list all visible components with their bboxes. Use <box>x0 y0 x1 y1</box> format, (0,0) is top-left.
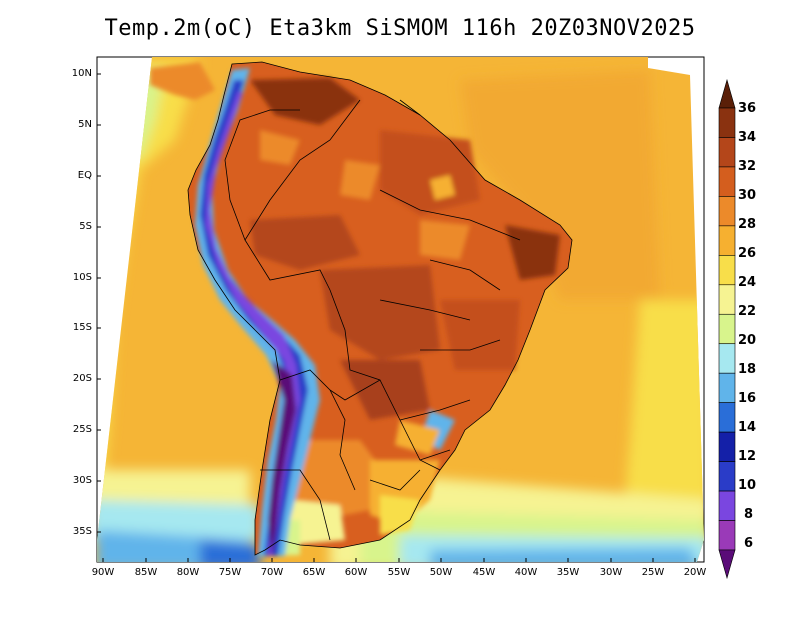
colorbar-segment <box>718 461 736 492</box>
lat-label-10s: 10S <box>72 272 92 283</box>
lon-label-35w: 35W <box>556 567 580 578</box>
axis-ticks <box>97 73 696 562</box>
lat-label-20s: 20S <box>72 373 92 384</box>
colorbar <box>718 78 736 580</box>
lon-label-40w: 40W <box>514 567 538 578</box>
colorbar-label-36: 36 <box>738 101 757 116</box>
lon-label-50w: 50W <box>429 567 453 578</box>
lon-label-90w: 90W <box>91 567 115 578</box>
colorbar-label-28: 28 <box>738 217 757 232</box>
temperature-field <box>97 57 704 562</box>
colorbar-label-22: 22 <box>738 304 757 319</box>
colorbar-segment <box>718 490 736 521</box>
colorbar-segment <box>718 313 736 345</box>
temperature-details <box>150 62 560 556</box>
border-segment <box>224 109 300 241</box>
lon-label-45w: 45W <box>472 567 496 578</box>
brazil-border <box>244 99 441 471</box>
lat-label-25s: 25S <box>72 424 92 435</box>
colorbar-segment <box>718 402 736 433</box>
lon-label-85w: 85W <box>134 567 158 578</box>
lat-label-10n: 10N <box>71 68 92 79</box>
colorbar-label-26: 26 <box>738 246 757 261</box>
lon-label-25w: 25W <box>641 567 665 578</box>
colorbar-label-6: 6 <box>744 536 754 551</box>
lat-label-5n: 5N <box>78 119 92 130</box>
colorbar-label-18: 18 <box>738 362 757 377</box>
lon-label-60w: 60W <box>344 567 368 578</box>
colorbar-label-14: 14 <box>738 420 757 435</box>
colorbar-label-12: 12 <box>738 449 757 464</box>
colorbar-segment <box>718 107 736 138</box>
border-segment <box>260 469 331 541</box>
lon-label-20w: 20W <box>683 567 707 578</box>
colorbar-label-16: 16 <box>738 391 757 406</box>
colorbar-segment <box>718 166 736 197</box>
colorbar-label-24: 24 <box>738 275 757 290</box>
border-segment <box>279 369 356 491</box>
lat-label-30s: 30S <box>72 475 92 486</box>
colorbar-label-34: 34 <box>738 130 757 145</box>
colorbar-segment <box>718 343 736 374</box>
colorbar-bottom-triangle <box>718 549 736 580</box>
colorbar-segment <box>718 520 736 551</box>
border-segment <box>329 379 381 401</box>
colorbar-segment <box>718 372 736 403</box>
colorbar-label-32: 32 <box>738 159 757 174</box>
map-title: Temp.2m(oC) Eta3km SiSMOM 116h 20Z03NOV2… <box>104 16 696 41</box>
lon-label-75w: 75W <box>218 567 242 578</box>
lon-label-70w: 70W <box>260 567 284 578</box>
lat-label-5s: 5S <box>79 221 92 232</box>
colorbar-top-triangle <box>718 78 736 109</box>
colorbar-segment <box>718 137 736 168</box>
colorbar-segment <box>718 196 736 227</box>
lon-label-65w: 65W <box>302 567 326 578</box>
colorbar-segment <box>718 255 736 286</box>
colorbar-label-20: 20 <box>738 333 757 348</box>
lat-label-eq: EQ <box>77 170 92 181</box>
colorbar-segment <box>718 225 736 256</box>
lon-label-80w: 80W <box>176 567 200 578</box>
colorbar-segment <box>718 431 736 462</box>
political-boundaries <box>187 61 573 556</box>
state-borders <box>379 189 521 461</box>
colorbar-segment <box>718 284 736 315</box>
colorbar-label-10: 10 <box>738 478 757 493</box>
coastline <box>187 61 573 556</box>
lon-label-55w: 55W <box>387 567 411 578</box>
lat-label-15s: 15S <box>72 322 92 333</box>
border-segment <box>399 99 421 116</box>
lon-label-30w: 30W <box>599 567 623 578</box>
border-segment <box>369 469 421 491</box>
lat-label-35s: 35S <box>72 526 92 537</box>
colorbar-label-8: 8 <box>744 507 754 522</box>
colorbar-label-30: 30 <box>738 188 757 203</box>
